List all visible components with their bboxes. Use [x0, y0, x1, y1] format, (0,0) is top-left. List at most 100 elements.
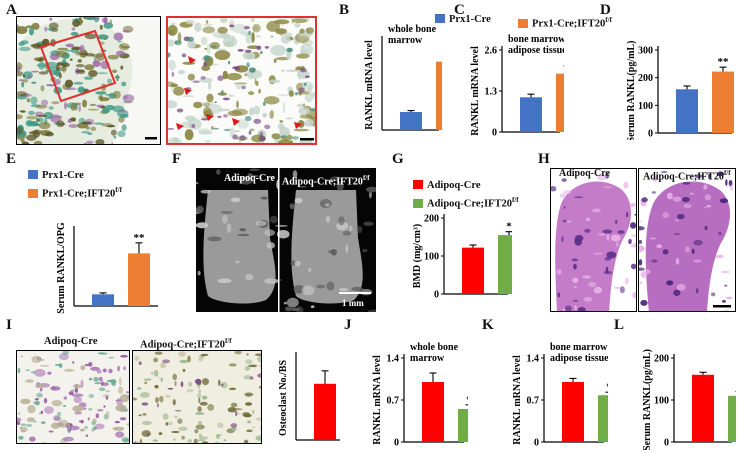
micrograph-i-right	[132, 350, 262, 444]
panel-label-e: E	[6, 151, 17, 167]
panel-label-b: B	[339, 2, 350, 18]
y-tick-label: 100	[654, 396, 669, 407]
chart-title: bone marrow	[508, 34, 564, 45]
y-tick-label: 300	[638, 46, 653, 57]
panel-label-i: I	[6, 317, 12, 333]
y-tick-label: 100	[638, 101, 653, 112]
legend-g-item-b: Adipoq-Cre;IFT20f/f	[413, 194, 519, 211]
chart-title: marrow	[388, 35, 423, 46]
chart-title: marrow	[410, 353, 445, 364]
chart-e: Serum RANKL/OPG **	[56, 222, 158, 314]
microct-f-label-right-text: Adipoq-Cre;IFT20	[282, 176, 363, 188]
y-axis-label: RANKL mRNA level	[512, 355, 523, 445]
y-tick-label: 200	[424, 214, 439, 225]
panel-label-l: L	[614, 317, 625, 333]
chart-title: whole bone	[410, 342, 459, 353]
bar	[92, 294, 114, 306]
bar	[458, 409, 468, 442]
micrograph-a-zoom-image	[168, 18, 315, 143]
histology-h-right: Adipoq-Cre;IFT20f/f	[638, 168, 736, 312]
legend-swatch-orange	[518, 18, 528, 28]
legend-prx-label-a: Prx1-Cre	[449, 14, 491, 25]
micrograph-i-label-right-sup: f/f	[224, 337, 232, 345]
chart-c: 0 1.3 2.6 RANKL mRNA level bone marrowadipos…	[470, 34, 564, 139]
micrograph-i-left-image	[17, 351, 129, 443]
y-axis-label: Serum RANKL/OPG	[56, 222, 67, 314]
bar	[728, 395, 736, 442]
y-tick-label: 0	[492, 128, 497, 139]
y-tick-label: 0.7	[527, 396, 540, 407]
y-tick-label: 100	[424, 252, 439, 263]
legend-swatch-blue	[435, 14, 445, 23]
legend-e-item-a: Prx1-Cre	[28, 170, 84, 182]
y-tick-label: 2.6	[485, 46, 498, 57]
microct-f-scale-label: 1 mm	[342, 298, 364, 308]
bar	[128, 253, 150, 306]
legend-prx-item-b: Prx1-Cre;IFT20f/f	[518, 14, 612, 31]
y-axis-label: RANKL mRNA level	[364, 40, 375, 130]
legend-prx-sup-b: f/f	[605, 16, 612, 24]
panel-label-j: J	[344, 317, 352, 333]
y-axis-label: RANKL mRNA level	[470, 46, 481, 136]
chart-title: bone marrow	[550, 342, 608, 353]
y-tick-label: 200	[654, 354, 669, 365]
panel-label-f: F	[172, 151, 182, 167]
significance-mark: **	[442, 47, 443, 59]
y-tick-label: 200	[638, 73, 653, 84]
histology-h-label-right-text: Adipoq-Cre;IFT20	[643, 171, 724, 183]
micrograph-i-label-left: Adipoq-Cre	[44, 336, 98, 347]
micrograph-a-zoom	[166, 16, 317, 145]
y-tick-label: 1.4	[527, 354, 540, 365]
panel-label-d: D	[600, 2, 611, 18]
panel-label-c: C	[454, 2, 465, 18]
micrograph-i-label-right: Adipoq-Cre;IFT20f/f	[140, 336, 232, 351]
significance-mark: *	[506, 221, 512, 233]
y-tick-label: 0	[664, 438, 669, 449]
legend-g-label-a: Adipoq-Cre	[427, 180, 481, 191]
histology-h-left: Adipoq-Cre	[550, 168, 637, 312]
panel-label-a: A	[6, 2, 17, 18]
legend-g-swatch-red	[413, 180, 423, 189]
bar	[498, 235, 512, 294]
bar	[462, 247, 484, 294]
bar	[562, 382, 584, 442]
histology-h-left-image	[551, 173, 636, 311]
microct-f-label-right: Adipoq-Cre;IFT20f/f	[282, 173, 370, 187]
bar	[676, 89, 698, 133]
panel-label-h: H	[538, 151, 550, 167]
bar	[520, 97, 542, 132]
y-tick-label: 0	[434, 290, 439, 301]
micrograph-i-left	[16, 350, 130, 444]
y-tick-label: 0.7	[387, 396, 400, 407]
bar	[436, 61, 442, 130]
bar	[400, 112, 422, 130]
microct-f: Adipoq-Cre Adipoq-Cre;IFT20f/f 1 mm	[196, 168, 376, 312]
panel-label-k: K	[482, 317, 494, 333]
y-axis-label: Osteoclast No./BS	[278, 360, 289, 437]
legend-g-sup-b: f/f	[511, 196, 519, 204]
legend-e-label-a: Prx1-Cre	[42, 170, 84, 181]
bar	[556, 73, 564, 132]
bar	[422, 382, 444, 442]
y-tick-label: 0	[394, 438, 399, 449]
histology-h-label-right-sup: f/f	[723, 169, 731, 177]
significance-mark: **	[718, 56, 730, 68]
microct-f-label-right-sup: f/f	[362, 174, 370, 182]
chart-k: 0 0.7 1.4 RANKL mRNA level bone marrowadipos…	[512, 342, 608, 449]
micrograph-i-right-image	[133, 351, 261, 443]
legend-prx-label-b: Prx1-Cre;IFT20	[532, 18, 606, 30]
histology-h-right-image	[639, 171, 734, 311]
legend-e-label-b: Prx1-Cre;IFT20	[42, 188, 116, 200]
y-tick-label: 0	[648, 129, 653, 140]
y-axis-label: RANKL mRNA level	[372, 355, 383, 445]
y-tick-label: 0	[534, 438, 539, 449]
bar	[712, 71, 734, 133]
chart-c-axes: 0 1.3 2.6 RANKL mRNA level bone marrowadipos…	[470, 34, 564, 139]
